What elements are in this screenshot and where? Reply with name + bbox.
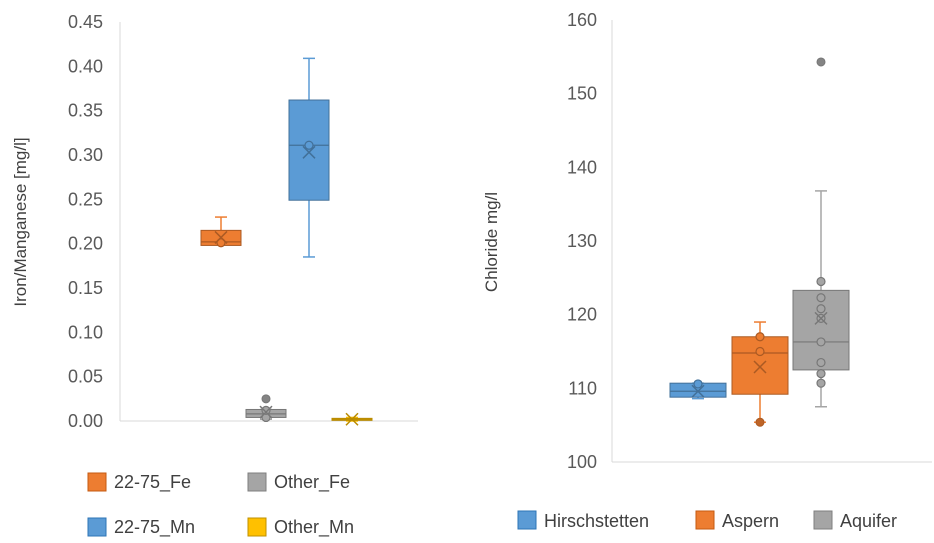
legend-label-other-fe: Other_Fe [274,472,350,493]
left-legend: 22-75_Fe Other_Fe 22-75_Mn Other_Mn [87,472,354,538]
y-tick-label: 0.35 [68,101,103,121]
legend-item-aspern: Aspern [695,510,779,531]
data-point [261,405,271,415]
box-22-75-fe [200,216,242,248]
y-tick-label: 0.40 [68,56,103,76]
box-iqr [731,336,789,395]
y-tick-label: 0.00 [68,411,103,431]
legend-label-22-75-fe: 22-75_Fe [114,472,191,493]
legend-item-22-75-fe: 22-75_Fe [87,472,191,493]
box-iqr [792,289,850,371]
outlier-point [816,57,826,67]
outlier-point [261,394,271,404]
box-iqr [288,99,330,201]
mean-marker-b [753,360,767,374]
legend-item-aquifer: Aquifer [813,510,897,531]
legend-item-hirschstetten: Hirschstetten [517,510,649,531]
box-other-fe [245,394,287,423]
legend-label-aspern: Aspern [722,511,779,531]
y-tick-label: 0.45 [68,12,103,32]
mean-marker-b [814,311,828,325]
legend-swatch-other-mn [247,517,267,537]
mean-marker-b [691,384,705,398]
data-point [816,337,826,347]
y-tick-label: 130 [567,231,597,251]
mean-marker-b [259,405,273,419]
legend-swatch-22-75-fe [87,472,107,492]
y-tick-label: 0.25 [68,189,103,209]
legend-label-other-mn: Other_Mn [274,517,354,538]
left-y-tick-labels: 0.00 0.05 0.10 0.15 0.20 0.25 0.30 0.35 0.40 0.45 [68,12,103,431]
data-point [816,357,826,368]
data-point [755,346,765,357]
box-22-75-mn [288,57,330,258]
right-boxes [669,57,850,427]
legend-swatch-aquifer [813,510,833,530]
y-tick-label: 110 [568,378,597,398]
legend-swatch-hirschstetten [517,510,537,530]
y-tick-label: 0.30 [68,145,103,165]
y-tick-label: 0.10 [68,322,103,342]
y-tick-label: 140 [567,157,597,177]
box-other-mn [331,412,373,426]
data-point [816,293,826,303]
y-tick-label: 160 [567,10,597,30]
y-tick-label: 0.05 [68,367,103,387]
data-point [304,140,314,150]
legend-swatch-22-75-mn [87,517,107,537]
data-point [693,379,703,389]
box-aspern [731,321,789,427]
data-point [816,369,826,379]
y-tick-label: 0.20 [68,234,103,254]
left-y-axis-title: Iron/Manganese [mg/l] [11,137,30,306]
legend-item-other-mn: Other_Mn [247,517,354,538]
legend-label-22-75-mn: 22-75_Mn [114,517,195,538]
data-point [816,378,826,388]
mean-marker-b [302,145,316,159]
left-box-chart: 0.00 0.05 0.10 0.15 0.20 0.25 0.30 0.35 0.40 0.45… [11,12,418,538]
y-tick-label: 150 [567,84,597,104]
legend-item-22-75-mn: 22-75_Mn [87,517,195,538]
data-point [816,304,826,314]
left-boxes [200,57,373,426]
outlier-point [755,417,765,427]
legend-label-aquifer: Aquifer [840,511,897,531]
data-point [216,238,226,248]
mean-marker-b [214,230,228,244]
legend-swatch-other-fe [247,472,267,492]
box-hirschstetten [669,379,727,400]
y-tick-label: 0.15 [68,278,103,298]
y-tick-label: 120 [567,305,597,325]
legend-item-other-fe: Other_Fe [247,472,350,493]
data-point [755,332,765,342]
mean-marker-b [345,412,359,426]
y-tick-label: 100 [567,452,597,472]
right-y-tick-labels: 100 110 120 130 140 150 160 [567,10,597,472]
legend-label-hirschstetten: Hirschstetten [544,511,649,531]
data-point [816,276,826,287]
right-y-axis-title: Chloride mg/l [482,192,501,292]
box-aquifer [792,57,850,408]
legend-swatch-aspern [695,510,715,530]
right-legend: Hirschstetten Aspern Aquifer [517,510,897,531]
right-box-chart: 100 110 120 130 140 150 160 Chloride mg/l Hirs… [482,10,932,531]
